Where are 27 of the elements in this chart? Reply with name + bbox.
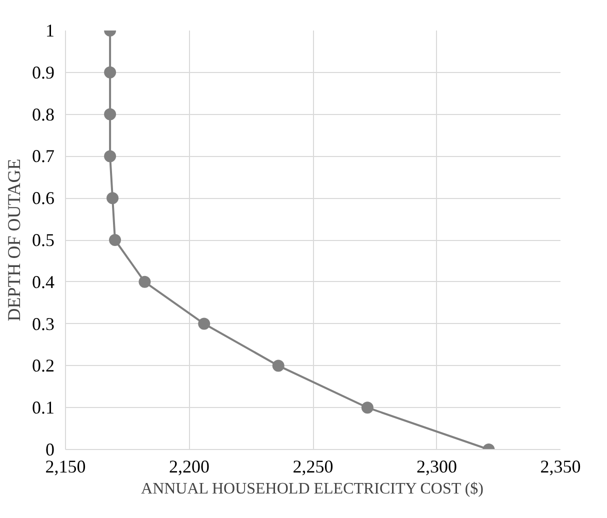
y-tick-label: 0.7 <box>32 146 54 166</box>
point <box>361 402 374 414</box>
x-axis-title: ANNUAL HOUSEHOLD ELECTRICITY COST ($) <box>141 480 484 498</box>
x-tick-label: 2,250 <box>292 456 334 476</box>
y-tick-label: 0.5 <box>32 230 54 250</box>
y-tick-label: 0.3 <box>32 314 54 334</box>
x-tick-label: 2,150 <box>45 456 86 476</box>
y-tick-label: 1 <box>46 20 54 40</box>
y-tick-label: 0 <box>46 440 54 460</box>
y-tick-label: 0.8 <box>32 104 54 124</box>
x-tick-label: 2,300 <box>416 456 457 476</box>
y-tick-label: 0.1 <box>32 398 54 418</box>
y-axis-title: DEPTH OF OUTAGE <box>4 158 24 322</box>
y-tick-label: 0.6 <box>32 188 54 208</box>
point <box>272 360 284 372</box>
y-tick-label: 0.4 <box>32 272 54 292</box>
x-tick-label: 2,200 <box>169 456 210 476</box>
point <box>106 192 119 204</box>
point <box>104 108 116 120</box>
y-tick-label: 0.9 <box>32 62 54 82</box>
point <box>104 150 116 162</box>
point <box>109 234 121 246</box>
point <box>138 276 151 288</box>
x-tick-label: 2,350 <box>540 456 581 476</box>
point <box>198 318 210 330</box>
y-tick-label: 0.2 <box>32 356 54 376</box>
point <box>104 66 116 78</box>
